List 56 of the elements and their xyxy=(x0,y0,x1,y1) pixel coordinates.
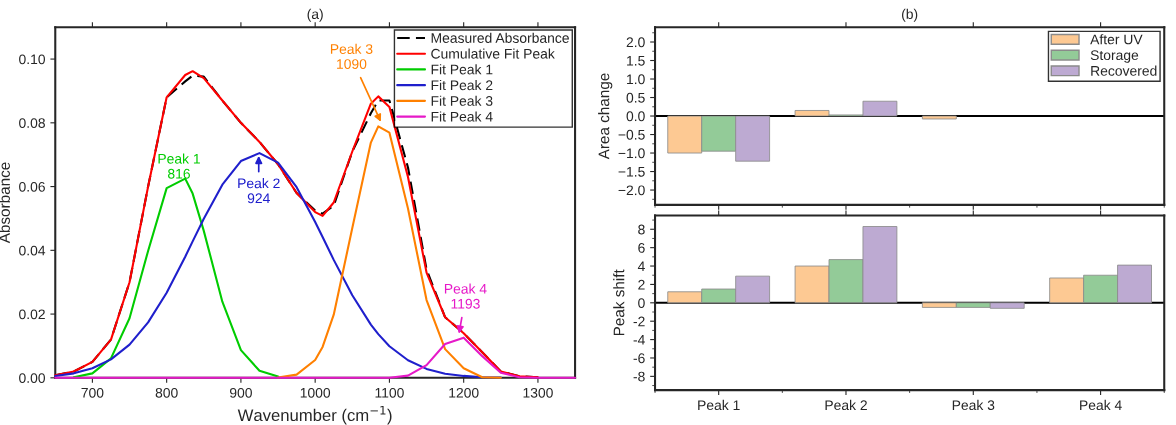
y-tick-label: −1.5 xyxy=(618,167,645,177)
x-axis-title: Wavenumber (cm$^{−1}$) xyxy=(237,406,392,425)
y-tick-label: 0.04 xyxy=(19,245,46,256)
x-tick-label: 1100 xyxy=(375,387,404,398)
line-series xyxy=(54,152,502,379)
y-tick-label: -2 xyxy=(633,316,645,327)
y-tick-label: 0.0 xyxy=(626,111,645,122)
x-tick-label: 1000 xyxy=(300,387,331,398)
y-axis-title: Area change xyxy=(598,73,613,160)
x-tick-label: 900 xyxy=(229,387,252,398)
y-tick-label: 6 xyxy=(638,242,645,253)
y-tick-label: -6 xyxy=(633,353,645,364)
annotation: Peak 2 924 xyxy=(238,178,280,204)
x-tick-label: Peak 3 xyxy=(952,399,995,411)
y-tick-label: -8 xyxy=(633,371,645,382)
y-tick-label: −0.5 xyxy=(618,129,645,140)
y-tick-label: 0.08 xyxy=(19,118,45,128)
y-tick-label: 1.0 xyxy=(627,74,645,85)
x-tick-label: Peak 4 xyxy=(1080,399,1122,411)
x-tick-label: 1300 xyxy=(523,387,553,398)
legend-label: Cumulative Fit Peak xyxy=(431,48,555,59)
legend-label: Fit Peak 4 xyxy=(431,111,493,122)
annotation: Peak 3 1090 xyxy=(330,43,373,69)
legend-label: Fit Peak 2 xyxy=(431,79,493,91)
x-tick-label: 700 xyxy=(81,387,104,398)
y-tick-label: 0 xyxy=(638,298,645,308)
y-tick-label: −1.0 xyxy=(618,148,645,159)
y-tick-label: 0.02 xyxy=(19,309,45,320)
annotation: Peak 1 816 xyxy=(158,153,200,179)
legend-label: After UV xyxy=(1090,34,1143,45)
y-axis-title: Peak shift xyxy=(613,269,625,336)
x-tick-label: 1200 xyxy=(449,387,479,398)
y-tick-label: -4 xyxy=(633,335,645,345)
y-tick-label: 0.06 xyxy=(19,181,45,192)
y-tick-label: 2 xyxy=(638,279,645,290)
legend-label: Recovered xyxy=(1091,65,1157,76)
y-tick-label: 8 xyxy=(638,224,645,235)
legend-label: Fit Peak 1 xyxy=(431,64,493,75)
legend-label: Fit Peak 3 xyxy=(431,95,493,106)
chart-title: (a) xyxy=(307,8,323,22)
y-tick-label: 1.5 xyxy=(627,55,645,66)
annotation: Peak 4 1193 xyxy=(444,283,487,309)
x-tick-label: 800 xyxy=(155,387,178,398)
y-tick-label: 0.10 xyxy=(19,54,46,65)
legend-label: Storage xyxy=(1090,50,1139,63)
y-tick-label: 4 xyxy=(637,261,645,272)
chart-title: (b) xyxy=(902,8,918,22)
bar xyxy=(921,115,957,120)
x-tick-label: Peak 2 xyxy=(825,399,867,411)
x-tick-label: Peak 1 xyxy=(698,399,740,411)
y-tick-label: −2.0 xyxy=(618,185,645,196)
y-tick-label: 0.5 xyxy=(626,92,645,103)
y-tick-label: 0.00 xyxy=(19,373,46,383)
legend-label: Measured Absorbance xyxy=(431,32,569,43)
line-series xyxy=(72,177,280,379)
y-tick-label: 2.0 xyxy=(626,37,645,48)
